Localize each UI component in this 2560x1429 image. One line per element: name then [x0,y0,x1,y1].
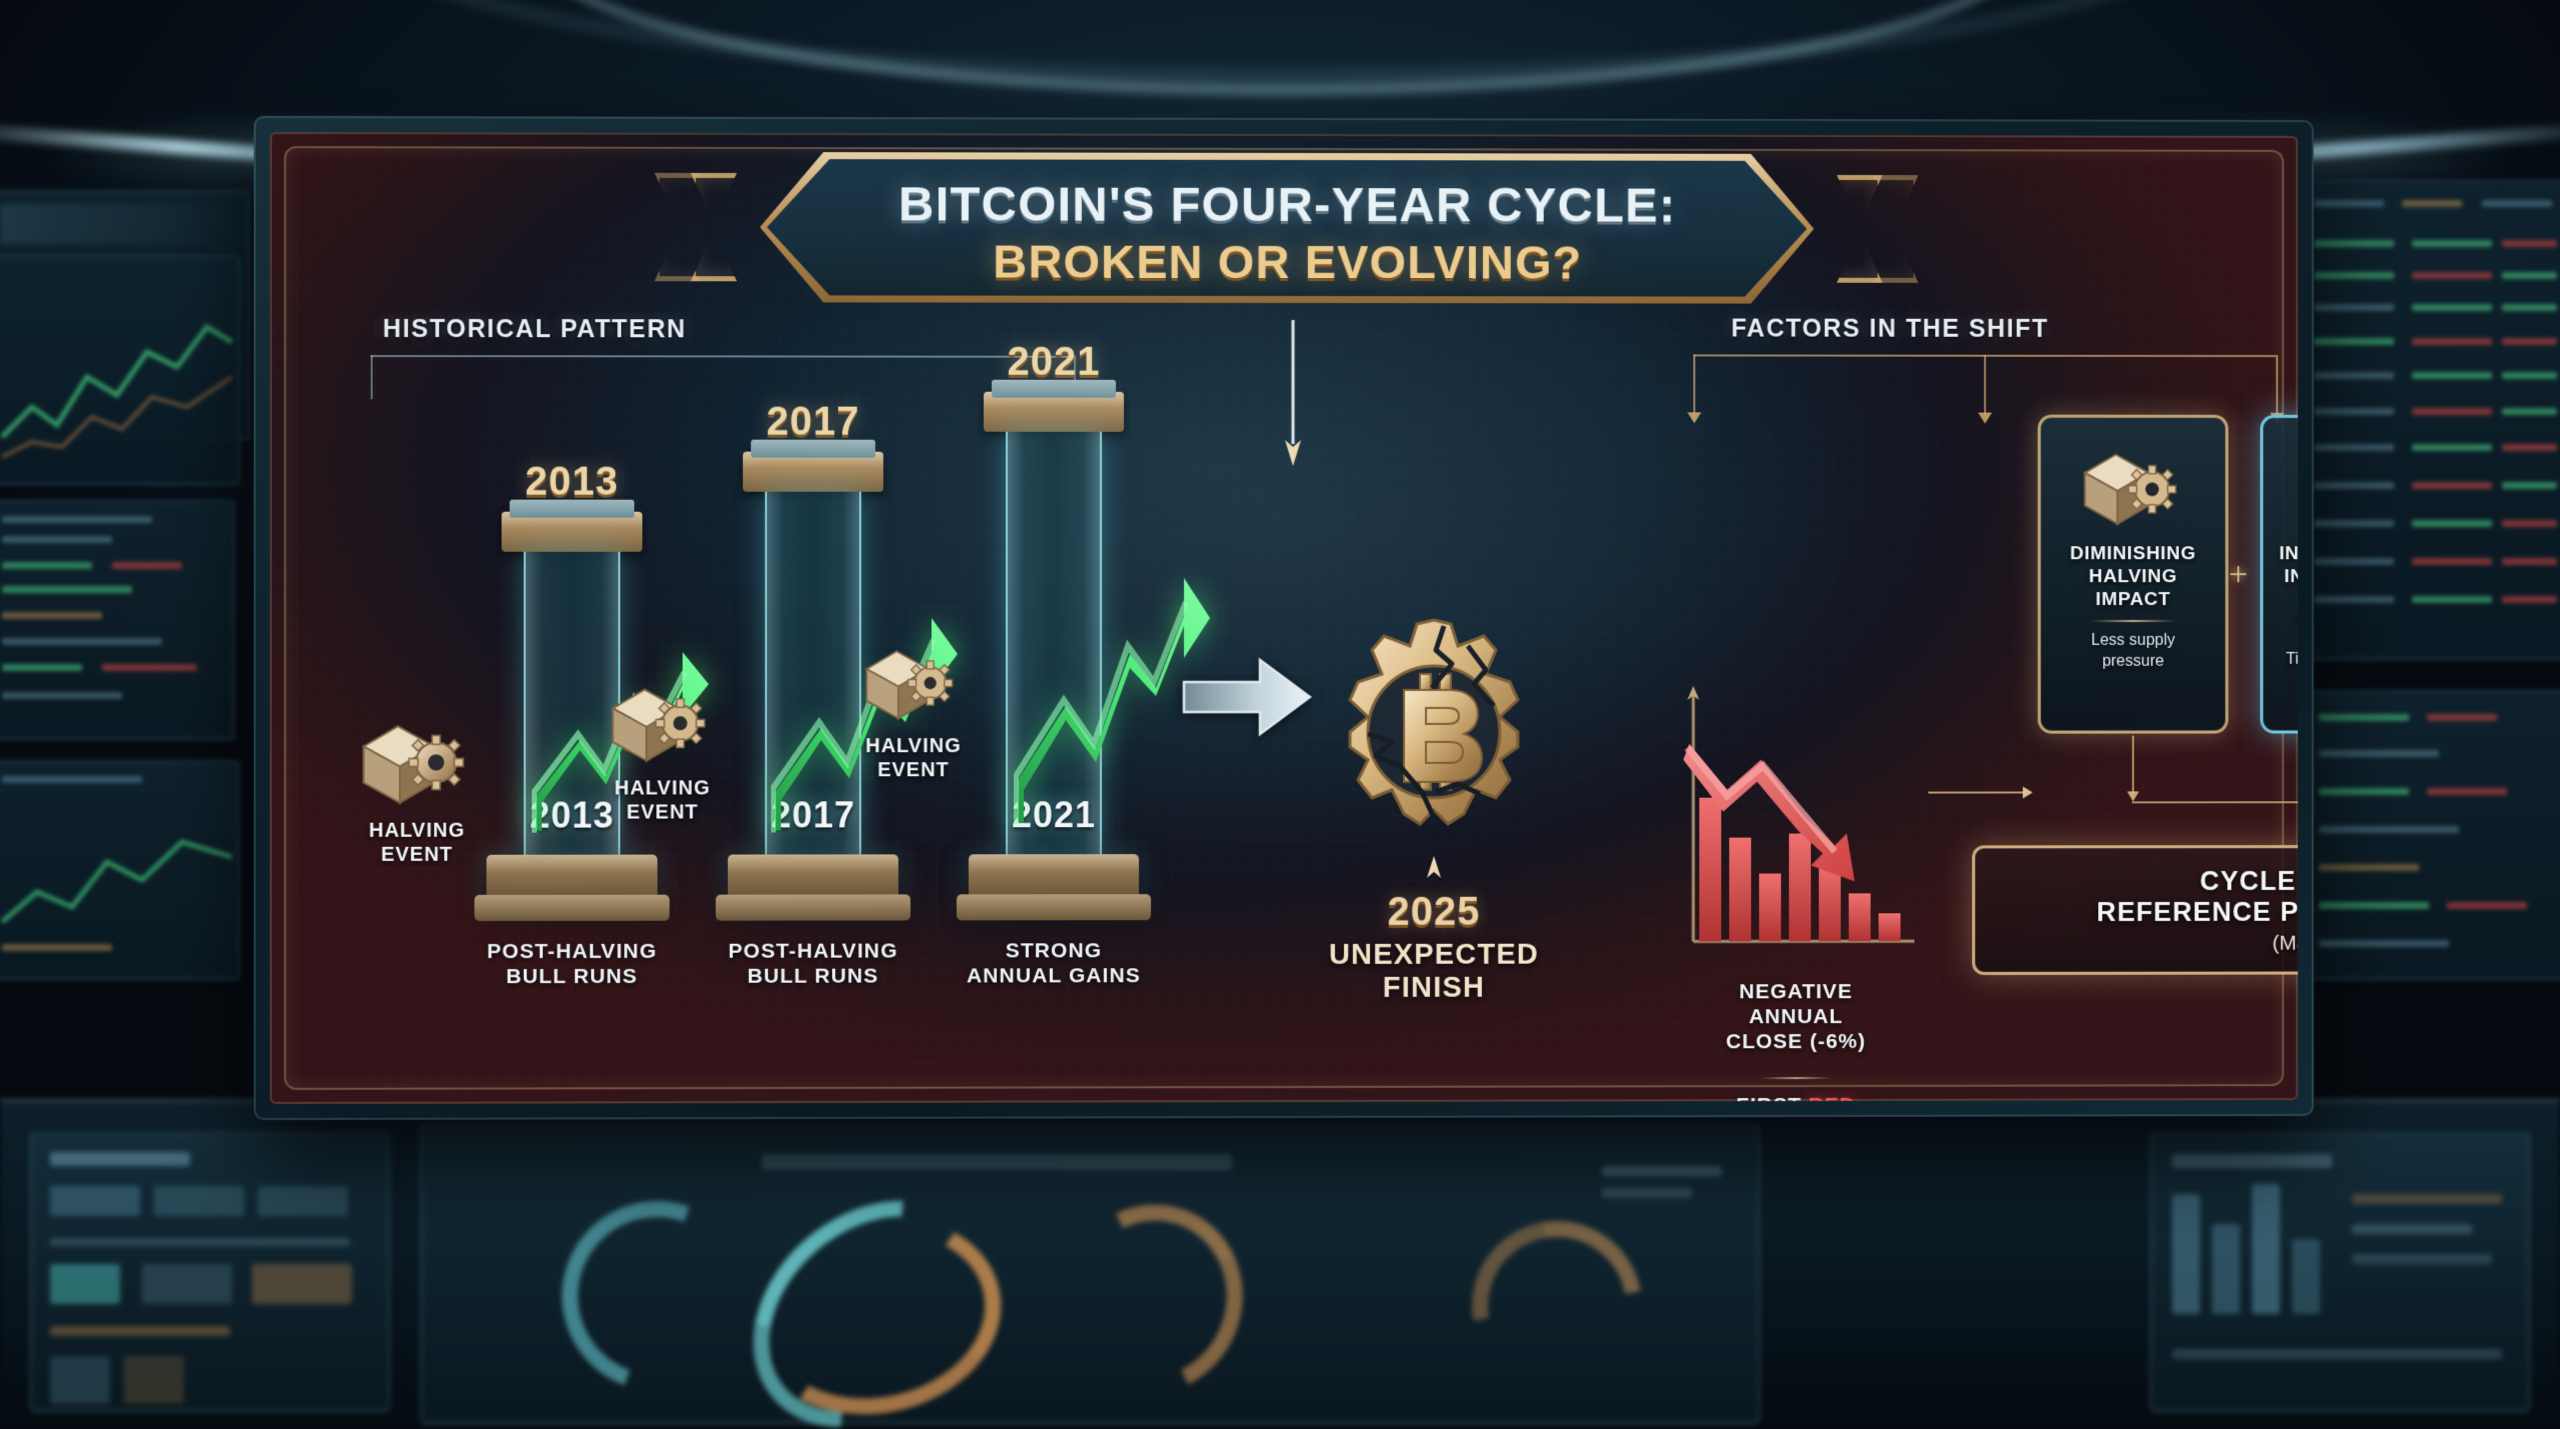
connector-chart-to-factors [1928,791,2024,794]
halving-event-1: HALVING EVENT [336,716,497,867]
summary-line1: CYCLE REASSESSED: [2199,865,2298,896]
arrow-up-to-gear [1426,856,1442,889]
center-subtitle: UNEXPECTED FINISH [1328,938,1539,1004]
pillar-2017-year-top: 2017 [766,399,860,444]
monitor-screen: BITCOIN'S FOUR-YEAR CYCLE: BROKEN OR EVO… [269,132,2298,1104]
gauge-left [530,1169,784,1423]
section-header-historical: HISTORICAL PATTERN [382,314,687,344]
gauge-right [1034,1178,1270,1420]
wall-monitor-right-1 [2300,180,2560,660]
center-2025-label: 2025 UNEXPECTED FINISH [1294,890,1574,1005]
green-arrow-2017 [771,484,962,835]
factor-card-1-title: DIMINISHING HALVING IMPACT [2069,543,2197,610]
factor-card-diminishing-halving-impact[interactable]: DIMINISHING HALVING IMPACT Less supply pres… [2037,414,2229,734]
red-bar-chart-icon [1683,685,1922,956]
block-gear-icon [358,716,477,808]
title-plaque: BITCOIN'S FOUR-YEAR CYCLE: BROKEN OR EVO… [767,159,1807,297]
factor-card-1-icon-wrap [2041,432,2226,544]
factor-card-1-divider [2090,620,2176,623]
main-display-monitor: BITCOIN'S FOUR-YEAR CYCLE: BROKEN OR EVO… [253,115,2314,1121]
plus-join-1 [2230,566,2246,582]
chevron-left-outer-icon [654,173,700,281]
wall-monitor-right-2 [2305,690,2560,980]
block-gear-icon [2079,445,2186,531]
connector-card1-down [2132,735,2135,794]
block-gear-icon [607,680,718,766]
title-to-center-arrow [1284,320,1302,471]
pillar-2013-label: POST-HALVING BULL RUNS [486,939,658,988]
bracket-factor-drop-1 [1693,354,1696,415]
decline-divider [1759,1076,1833,1080]
transition-arrow-to-2025 [1182,654,1312,740]
pillar-2017-base [727,854,899,907]
cracked-gear-bitcoin-icon [1314,612,1554,852]
chevron-right-outer-icon [1873,175,1919,283]
page-title-line1: BITCOIN'S FOUR-YEAR CYCLE: [898,177,1677,233]
summary-box: CYCLE REASSESSED: REFERENCE POINT, NOT R… [1972,844,2298,976]
bracket-historical-left-drop [370,355,373,400]
cracked-gear-bitcoin [1314,612,1554,857]
pillar-2021-label: STRONG ANNUAL GAINS [966,939,1141,988]
center-year: 2025 [1387,889,1481,934]
pillar-2013-base [486,854,658,907]
pillar-2021-base [968,854,1139,907]
page-title-line2: BROKEN OR EVOLVING? [993,234,1583,289]
declining-chart [1683,685,1922,961]
chevron-right-icon [1837,175,1883,283]
wall-monitor-left-3 [0,500,235,740]
ceiling-arc-inner [530,0,2030,95]
green-arrow-2021 [1014,426,1214,826]
factor-card-2-icon-wrap [2263,432,2298,544]
halving-event-3-label: HALVING EVENT [865,735,962,781]
halving-event-1-label: HALVING EVENT [368,819,466,866]
desk-panel-left [30,1132,390,1412]
factor-card-2-subtitle: ETFs, CorporateTreasuries,Tighter Correl… [2285,610,2298,668]
halving-event-3: HALVING EVENT [833,642,993,782]
gauge-far-right [1438,1187,1676,1425]
pillar-2021-year-top: 2021 [1007,339,1101,384]
wall-monitor-left-2 [0,255,240,485]
wall-monitor-left-4 [0,760,240,980]
halving-event-2-label: HALVING EVENT [614,777,711,824]
desk-dashboard [0,1099,2560,1429]
bracket-factor-drop-3 [2275,355,2278,415]
section-header-factors: FACTORS IN THE SHIFT [1731,314,2049,343]
factor-card-2-title: INSTITUTIONAL INVOLVEMENT [2279,543,2298,587]
pillar-2017-label: POST-HALVING BULL RUNS [728,939,898,988]
summary-line3: (Maturing Market) [2272,931,2298,955]
pillar-2013-year-top: 2013 [525,459,619,504]
connector-summary-bus [2132,801,2298,804]
summary-line2: REFERENCE POINT, NOT RULEBOOK [2096,896,2298,927]
chevron-left-icon [691,173,737,281]
desk-panel-center [420,1124,1760,1429]
block-gear-icon [861,642,965,724]
factor-card-1-subtitle: Less supply pressure [2091,632,2176,670]
desk-panel-right [2150,1132,2530,1412]
negative-close-text: NEGATIVE ANNUAL CLOSE (-6%) [1725,980,1866,1054]
halving-event-2: HALVING EVENT [582,680,743,825]
bracket-factor-drop-2 [1984,354,1986,415]
